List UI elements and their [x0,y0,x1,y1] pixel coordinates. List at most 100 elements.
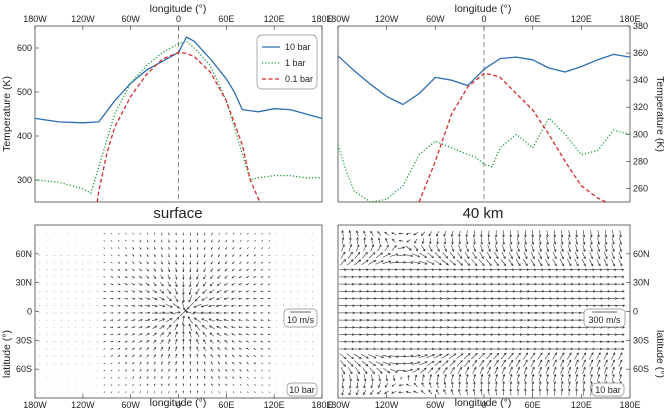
upper-wind-arrow-head [365,251,368,255]
upper-wind-arrow-head [380,347,384,351]
surface-wind-arrow-head [245,283,248,286]
surface-wind-arrow [168,260,170,265]
surface-wind-arrow-head [147,255,149,258]
upper-wind-arrow-head [481,256,484,260]
surface-wind-arrow-head [260,340,263,343]
upper-wind-arrow [539,381,541,389]
surface-wind-arrow-head [260,355,263,357]
upper-wind-arrow [561,230,563,238]
surface-wind-arrow-head [133,340,135,343]
x-tick-label: 60E [218,14,234,24]
surface-wind-arrow-head [196,353,199,356]
upper-wind-arrow [515,359,521,367]
surface-wind-arrow-head [203,277,206,280]
upper-wind-arrow [347,367,353,374]
surface-wind-arrow [171,311,181,314]
surface-wind-arrow-head [223,290,227,293]
surface-wind-arrow [103,247,106,249]
surface-wind-arrow-head [147,311,151,315]
surface-wind-arrow [103,261,106,264]
upper-wind-arrow-head [391,232,394,235]
surface-wind-arrow-head [253,355,256,357]
upper-wind-arrow-head [459,366,462,370]
upper-wind-arrow-head [461,347,464,351]
surface-wind-arrow-head [168,383,170,385]
upper-wind-arrow [422,238,425,244]
surface-wind-arrow [202,325,208,330]
upper-wind-arrow-head [538,381,542,384]
upper-wind-arrow-head [553,242,557,245]
upper-wind-arrow [553,237,556,245]
surface-wind-arrow-head [154,339,157,342]
top-left-xlabel: longitude (°) [150,3,207,15]
surface-wind-arrow [125,391,127,394]
surface-wind-arrow [224,347,228,351]
surface-wind-arrow-head [125,262,128,264]
surface-wind-arrow [261,376,264,379]
surface-wind-arrow-head [147,376,149,378]
upper-wind-arrow [516,367,520,375]
upper-wind-arrow-head [577,347,581,351]
upper-wind-arrow [426,354,435,359]
upper-wind-arrow-head [619,249,623,253]
surface-wind-arrow-head [260,304,262,307]
upper-wind-arrow [501,367,506,375]
surface-wind-arrow [204,391,206,394]
surface-wind-arrow-head [253,290,255,293]
surface-wind-arrow [216,319,222,322]
upper-wind-arrow-head [370,237,374,240]
upper-wind-arrow-head [526,347,530,351]
upper-wind-arrow-head [497,268,501,271]
surface-wind-arrow-head [260,269,263,271]
surface-wind-arrow-head [196,248,199,251]
upper-wind-arrow-head [380,363,384,366]
upper-wind-arrow-head [583,366,586,370]
upper-wind-arrow [459,237,461,245]
surface-wind-arrow-head [104,341,106,343]
upper-wind-arrow-head [554,359,557,363]
surface-wind-arrow [189,288,192,295]
upper-wind-arrow [450,367,455,374]
upper-wind-arrow [384,390,389,394]
upper-wind-arrow-head [622,290,625,293]
upper-wind-arrow-head [473,242,476,245]
surface-wind-arrow-head [168,353,171,356]
upper-wind-arrow-head [363,230,366,234]
upper-wind-arrow-head [546,373,549,377]
surface-wind-arrow-head [267,305,270,307]
surface-wind-arrow-head [246,255,248,257]
surface-wind-arrow-head [133,311,136,314]
surface-wind-arrow-head [238,340,241,343]
surface-wind-arrow-head [175,284,178,288]
surface-wind-arrow-head [175,299,179,303]
upper-wind-arrow [611,244,615,252]
upper-wind-arrow [524,237,527,245]
surface-wind-arrow-head [147,248,149,250]
upper-wind-arrow-head [431,262,435,265]
upper-wind-arrow-head [504,268,508,271]
upper-wind-arrow [473,389,476,396]
upper-wind-arrow-head [568,263,572,267]
upper-wind-arrow-head [444,373,447,377]
upper-wind-arrow-head [459,256,463,259]
surface-wind-arrow-head [132,369,135,371]
upper-wind-arrow-head [502,249,506,253]
surface-wind-arrow-head [245,312,248,314]
upper-wind-arrow [500,259,506,266]
upper-wind-arrow [487,367,491,375]
surface-wind-arrow-head [187,316,191,319]
upper-wind-arrow-head [614,268,617,271]
upper-wind-arrow [382,361,391,366]
surface-wind-arrow-head [147,354,149,357]
surface-wind-arrow-head [253,326,255,329]
surface-wind-arrow-head [238,276,241,278]
upper-wind-arrow [399,240,404,242]
upper-wind-arrow [441,360,449,367]
upper-wind-arrow-head [461,275,464,279]
upper-wind-arrow-head [517,359,521,363]
surface-wind-arrow-head [184,309,188,312]
surface-wind-arrow-head [238,290,241,293]
upper-wind-arrow [523,259,528,266]
surface-wind-arrow-head [125,355,128,357]
upper-wind-arrow-head [451,241,454,245]
